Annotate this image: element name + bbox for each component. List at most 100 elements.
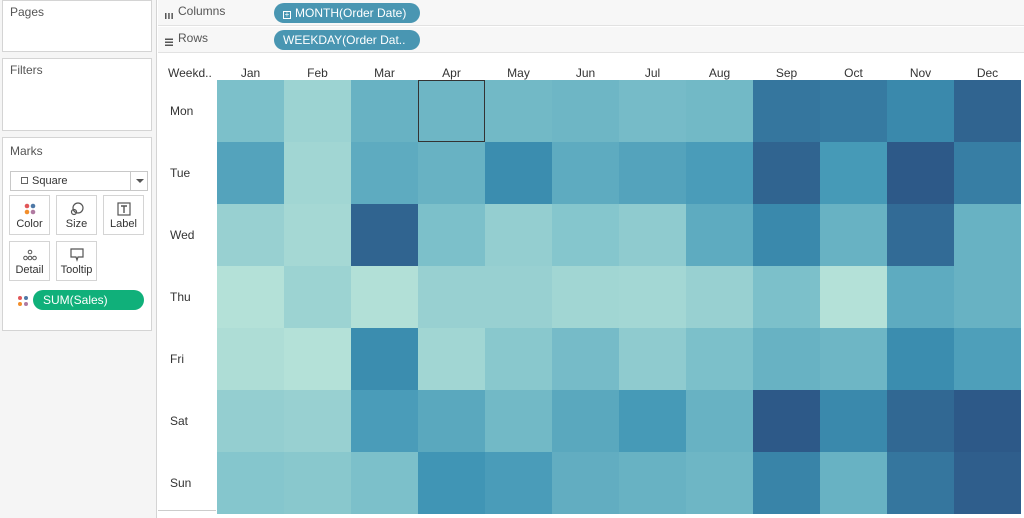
heatmap-cell-sun-dec[interactable] [954,452,1021,514]
heatmap-cell-thu-mar[interactable] [351,266,418,328]
heatmap-cell-sat-aug[interactable] [686,390,753,452]
heatmap-cell-tue-aug[interactable] [686,142,753,204]
heatmap-cell-sun-jun[interactable] [552,452,619,514]
heatmap-cell-mon-sep[interactable] [753,80,820,142]
heatmap-cell-tue-sep[interactable] [753,142,820,204]
heatmap-cell-sun-apr[interactable] [418,452,485,514]
heatmap-cell-wed-feb[interactable] [284,204,351,266]
column-header-jan[interactable]: Jan [240,66,261,80]
mark-type-dropdown[interactable]: Square [10,171,148,191]
heatmap-cell-wed-oct[interactable] [820,204,887,266]
heatmap-cell-sun-sep[interactable] [753,452,820,514]
column-header-nov[interactable]: Nov [909,66,932,80]
heatmap-cell-sat-nov[interactable] [887,390,954,452]
detail-button[interactable]: Detail [9,241,50,281]
heatmap-cell-tue-jul[interactable] [619,142,686,204]
heatmap-cell-sat-sep[interactable] [753,390,820,452]
column-header-feb[interactable]: Feb [307,66,328,80]
columns-shelf[interactable]: Columns + MONTH(Order Date) [158,0,1024,26]
column-header-jun[interactable]: Jun [575,66,596,80]
heatmap-cell-mon-mar[interactable] [351,80,418,142]
heatmap-cell-fri-feb[interactable] [284,328,351,390]
heatmap-cell-thu-dec[interactable] [954,266,1021,328]
heatmap-cell-thu-aug[interactable] [686,266,753,328]
heatmap-cell-mon-jan[interactable] [217,80,284,142]
heatmap-cell-sun-mar[interactable] [351,452,418,514]
pages-card[interactable]: Pages [2,0,152,52]
heatmap-cell-fri-nov[interactable] [887,328,954,390]
heatmap-cell-wed-jul[interactable] [619,204,686,266]
heatmap-cell-sat-apr[interactable] [418,390,485,452]
heatmap-cell-mon-jul[interactable] [619,80,686,142]
heatmap-cell-fri-aug[interactable] [686,328,753,390]
sum-sales-pill[interactable]: SUM(Sales) [33,290,144,310]
heatmap-cell-tue-jan[interactable] [217,142,284,204]
heatmap-cell-sat-jul[interactable] [619,390,686,452]
heatmap-cell-sun-may[interactable] [485,452,552,514]
heatmap-cell-thu-jun[interactable] [552,266,619,328]
heatmap-cell-mon-may[interactable] [485,80,552,142]
heatmap-cell-fri-jan[interactable] [217,328,284,390]
heatmap-cell-mon-apr[interactable] [418,80,485,142]
weekday-header[interactable]: Weekd.. [168,66,212,80]
heatmap-cell-sun-aug[interactable] [686,452,753,514]
column-header-aug[interactable]: Aug [708,66,731,80]
rows-shelf[interactable]: Rows WEEKDAY(Order Dat.. [158,27,1024,53]
heatmap-cell-fri-apr[interactable] [418,328,485,390]
heatmap-cell-mon-dec[interactable] [954,80,1021,142]
month-order-date-pill[interactable]: + MONTH(Order Date) [274,3,420,23]
row-header-fri[interactable]: Fri [170,352,184,366]
heatmap-cell-tue-feb[interactable] [284,142,351,204]
heatmap-cell-sat-jun[interactable] [552,390,619,452]
heatmap-cell-sun-feb[interactable] [284,452,351,514]
heatmap-cell-tue-dec[interactable] [954,142,1021,204]
weekday-order-date-pill[interactable]: WEEKDAY(Order Dat.. [274,30,420,50]
heatmap-cell-fri-sep[interactable] [753,328,820,390]
row-header-thu[interactable]: Thu [170,290,191,304]
heatmap-cell-fri-jul[interactable] [619,328,686,390]
row-header-sat[interactable]: Sat [170,414,189,428]
column-header-sep[interactable]: Sep [775,66,798,80]
heatmap-cell-wed-apr[interactable] [418,204,485,266]
heatmap-cell-sun-jan[interactable] [217,452,284,514]
column-header-apr[interactable]: Apr [442,66,461,80]
heatmap-cell-wed-dec[interactable] [954,204,1021,266]
chevron-down-icon[interactable] [130,172,147,190]
heatmap-cell-sun-jul[interactable] [619,452,686,514]
label-button[interactable]: Label [103,195,144,235]
heatmap-cell-sat-dec[interactable] [954,390,1021,452]
heatmap-cell-sat-feb[interactable] [284,390,351,452]
column-header-may[interactable]: May [507,66,530,80]
heatmap-cell-tue-nov[interactable] [887,142,954,204]
heatmap-cell-wed-nov[interactable] [887,204,954,266]
heatmap-cell-mon-nov[interactable] [887,80,954,142]
heatmap-cell-wed-sep[interactable] [753,204,820,266]
heatmap-cell-thu-feb[interactable] [284,266,351,328]
heatmap-cell-sun-nov[interactable] [887,452,954,514]
heatmap-cell-fri-dec[interactable] [954,328,1021,390]
heatmap-cell-wed-jun[interactable] [552,204,619,266]
heatmap-cell-mon-feb[interactable] [284,80,351,142]
heatmap-cell-thu-jan[interactable] [217,266,284,328]
heatmap-cell-wed-aug[interactable] [686,204,753,266]
heatmap-cell-thu-oct[interactable] [820,266,887,328]
heatmap-cell-sat-oct[interactable] [820,390,887,452]
heatmap-cell-wed-jan[interactable] [217,204,284,266]
heatmap-cell-wed-may[interactable] [485,204,552,266]
column-header-jul[interactable]: Jul [644,66,661,80]
heatmap-cell-tue-may[interactable] [485,142,552,204]
filters-card[interactable]: Filters [2,58,152,131]
tooltip-button[interactable]: Tooltip [56,241,97,281]
row-header-mon[interactable]: Mon [170,104,194,118]
heatmap-cell-sat-jan[interactable] [217,390,284,452]
heatmap-cell-sat-may[interactable] [485,390,552,452]
column-header-mar[interactable]: Mar [374,66,395,80]
heatmap-cell-mon-jun[interactable] [552,80,619,142]
heatmap-cell-thu-nov[interactable] [887,266,954,328]
heatmap-cell-sat-mar[interactable] [351,390,418,452]
column-header-dec[interactable]: Dec [976,66,999,80]
heatmap-cell-tue-mar[interactable] [351,142,418,204]
heatmap-cell-thu-apr[interactable] [418,266,485,328]
heatmap-cell-wed-mar[interactable] [351,204,418,266]
heatmap-cell-tue-apr[interactable] [418,142,485,204]
